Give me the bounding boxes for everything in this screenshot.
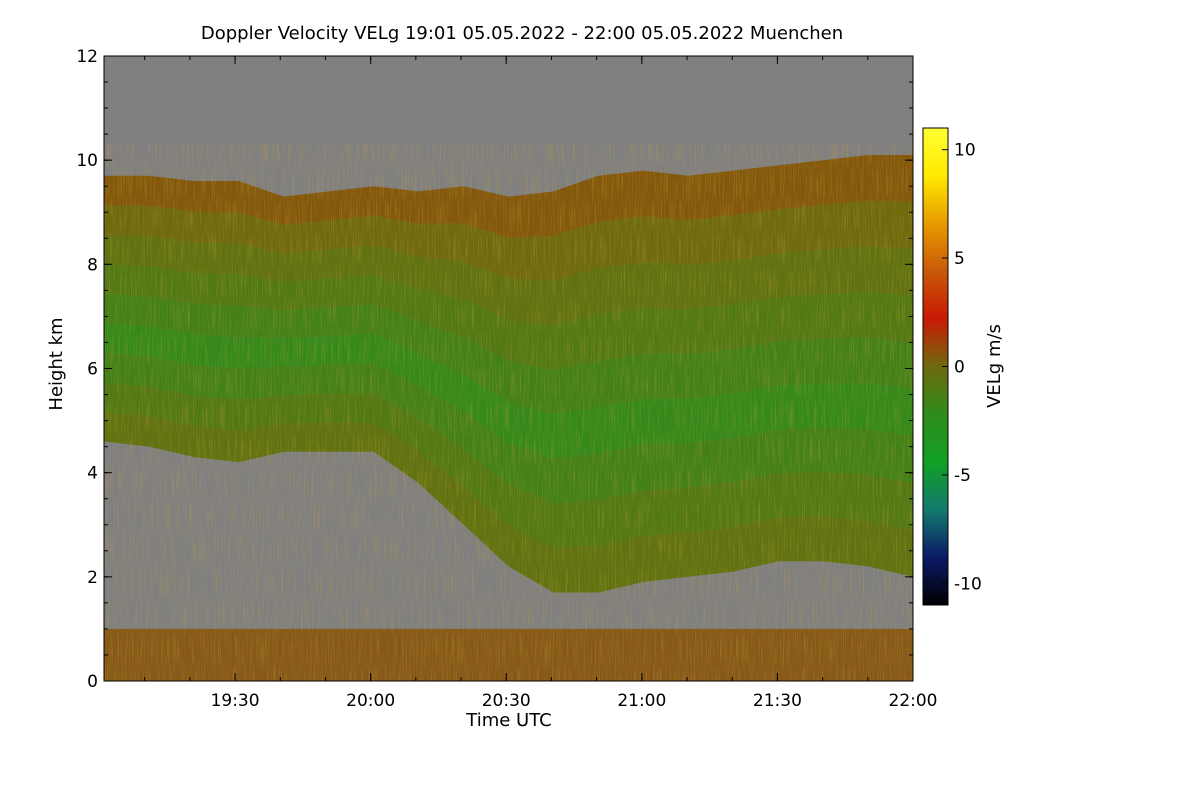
x-tick-label: 21:30 [753, 691, 802, 711]
colorbar-tick-label: 10 [954, 141, 976, 161]
y-tick-label: 2 [87, 568, 98, 588]
y-tick-label: 4 [87, 464, 98, 484]
x-axis-label: Time UTC [465, 710, 551, 731]
colorbar-tick-label: -5 [954, 466, 971, 486]
plot-area [104, 56, 913, 681]
x-tick-label: 19:30 [211, 691, 260, 711]
x-tick-label: 20:00 [346, 691, 395, 711]
colorbar-label: VELg m/s [984, 324, 1005, 408]
x-tick-label: 21:00 [617, 691, 666, 711]
y-tick-label: 12 [76, 47, 98, 67]
colorbar: -10 -5 0 5 10 [922, 127, 982, 606]
colorbar-tick-label: 0 [954, 358, 965, 378]
x-tick-label: 20:30 [482, 691, 531, 711]
y-axis-label: Height km [46, 317, 67, 410]
y-tick-label: 10 [76, 151, 98, 171]
texture-overlay [104, 144, 913, 681]
colorbar-ticks: -10 -5 0 5 10 [942, 141, 982, 594]
y-tick-label: 0 [87, 672, 98, 692]
colorbar-tick-label: 5 [954, 249, 965, 269]
x-axis: 19:30 20:00 20:30 21:00 21:30 22:00 [144, 56, 938, 711]
y-axis: 0 2 4 6 8 10 12 [76, 47, 913, 692]
y-tick-label: 6 [87, 360, 98, 380]
chart-title: Doppler Velocity VELg 19:01 05.05.2022 -… [201, 23, 843, 44]
x-tick-label: 22:00 [889, 691, 938, 711]
colorbar-tick-label: -10 [954, 574, 982, 594]
y-tick-label: 8 [87, 255, 98, 275]
